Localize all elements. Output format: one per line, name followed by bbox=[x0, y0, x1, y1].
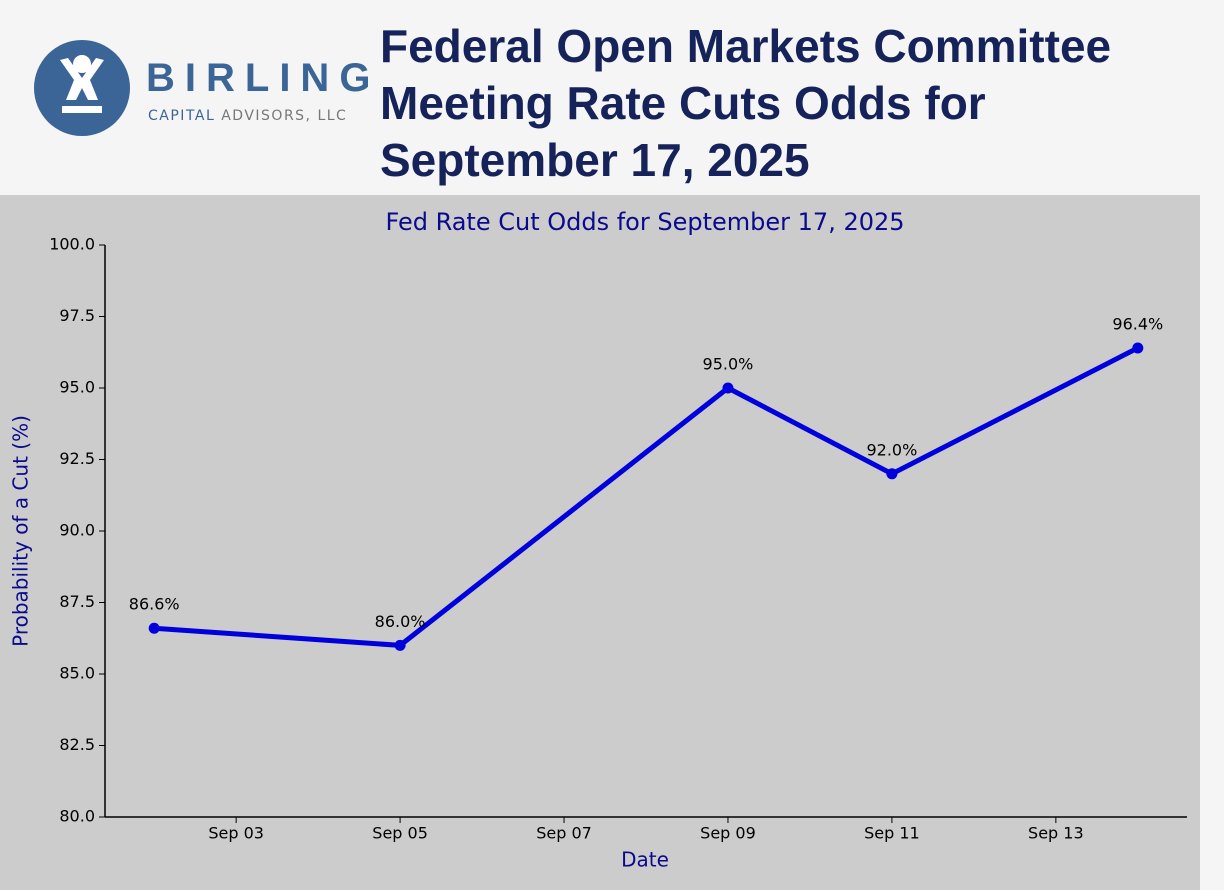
brand-sub: CAPITAL ADVISORS, LLC bbox=[148, 108, 347, 124]
x-tick-label: Sep 03 bbox=[208, 824, 264, 843]
brand-sub-2: ADVISORS, LLC bbox=[221, 108, 348, 124]
y-tick-label: 97.5 bbox=[59, 306, 95, 325]
y-tick-label: 87.5 bbox=[59, 592, 95, 611]
brand-sub-1: CAPITAL bbox=[148, 108, 216, 124]
x-tick-label: Sep 05 bbox=[372, 824, 428, 843]
data-label: 86.6% bbox=[129, 595, 180, 614]
data-point bbox=[394, 639, 406, 651]
data-label: 96.4% bbox=[1112, 314, 1163, 333]
y-tick-label: 90.0 bbox=[59, 521, 95, 540]
x-tick-label: Sep 13 bbox=[1028, 824, 1084, 843]
y-tick-label: 82.5 bbox=[59, 735, 95, 754]
logo bbox=[34, 40, 130, 136]
y-axis-label: Probability of a Cut (%) bbox=[9, 415, 33, 647]
header: BIRLING CAPITAL ADVISORS, LLC Federal Op… bbox=[0, 0, 1224, 195]
y-tick-label: 95.0 bbox=[59, 378, 95, 397]
x-tick-label: Sep 11 bbox=[864, 824, 920, 843]
data-point bbox=[886, 468, 898, 480]
x-tick-label: Sep 09 bbox=[700, 824, 756, 843]
page-title: Federal Open Markets Committee Meeting R… bbox=[380, 20, 1112, 186]
data-point bbox=[1132, 342, 1144, 354]
data-label: 86.0% bbox=[375, 612, 426, 631]
chart-title: Fed Rate Cut Odds for September 17, 2025 bbox=[385, 208, 904, 236]
chart: Fed Rate Cut Odds for September 17, 2025… bbox=[0, 195, 1200, 890]
y-tick-label: 85.0 bbox=[59, 664, 95, 683]
y-tick-label: 92.5 bbox=[59, 449, 95, 468]
data-point bbox=[722, 382, 734, 394]
data-label: 95.0% bbox=[703, 355, 754, 374]
data-label: 92.0% bbox=[866, 440, 917, 459]
brand: BIRLING bbox=[146, 56, 381, 100]
x-axis-label: Date bbox=[621, 848, 669, 872]
x-tick-label: Sep 07 bbox=[536, 824, 592, 843]
y-tick-label: 80.0 bbox=[59, 807, 95, 826]
y-tick-label: 100.0 bbox=[49, 235, 95, 254]
chart-background bbox=[0, 195, 1200, 890]
data-point bbox=[148, 622, 160, 634]
